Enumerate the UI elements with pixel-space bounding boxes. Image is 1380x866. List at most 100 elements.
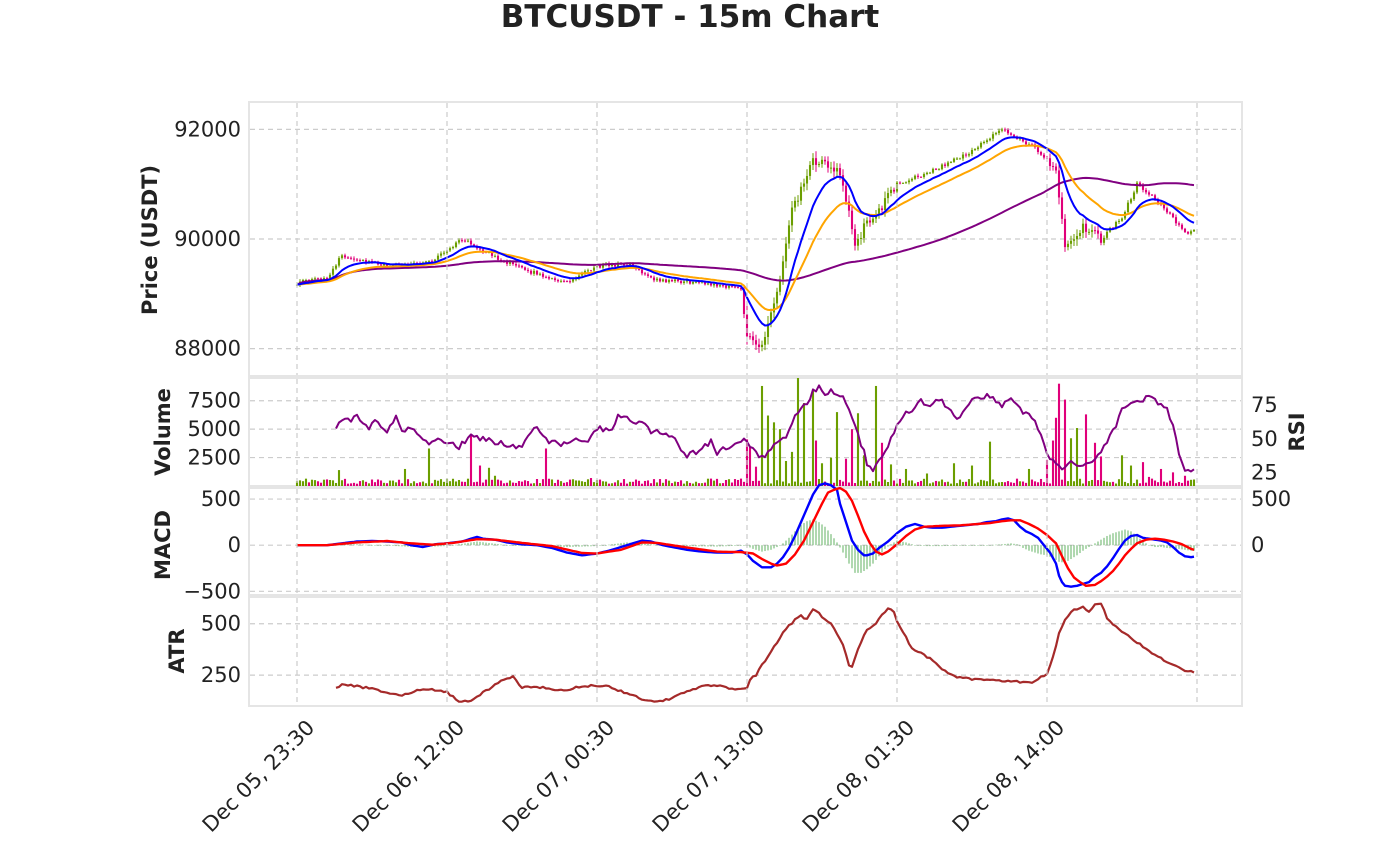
candle-body xyxy=(352,258,356,260)
macd-hist-bar xyxy=(1133,533,1135,546)
volume-panel-frame xyxy=(248,377,1243,487)
candle-body xyxy=(676,279,680,282)
volume-bar xyxy=(814,440,818,486)
macd-hist-bar xyxy=(770,545,772,550)
volume-bar xyxy=(295,481,299,486)
candle-body xyxy=(439,253,443,256)
macd-hist-bar xyxy=(686,545,688,547)
volume-bar xyxy=(1087,481,1091,486)
volume-bar xyxy=(331,480,335,486)
candle-body xyxy=(775,291,779,304)
macd-hist-bar xyxy=(599,545,601,546)
macd-hist-bar xyxy=(758,545,760,551)
macd-hist-bar xyxy=(854,545,856,573)
candle-body xyxy=(763,337,767,345)
volume-bar xyxy=(787,483,791,486)
candle-body xyxy=(556,280,560,282)
volume-bar xyxy=(868,483,872,486)
macd-hist-bar xyxy=(977,545,979,546)
macd-hist-bar xyxy=(593,545,595,547)
volume-bar xyxy=(1135,479,1139,486)
candle-body xyxy=(457,240,461,243)
volume-bar xyxy=(922,478,926,486)
candle-body xyxy=(1153,195,1157,200)
candle-body xyxy=(991,134,995,139)
volume-bar xyxy=(964,481,968,486)
candle-body xyxy=(1084,223,1088,232)
volume-bar xyxy=(1066,481,1070,486)
candle-body xyxy=(622,264,626,266)
volume-bar xyxy=(1084,414,1088,486)
volume-bar xyxy=(895,483,899,486)
candle-body xyxy=(1156,199,1160,204)
volume-bar xyxy=(1000,482,1004,486)
macd-right-tick-label: 0 xyxy=(1251,533,1264,557)
y-tick-label: −500 xyxy=(183,579,241,603)
volume-bar xyxy=(754,466,758,486)
macd-hist-bar xyxy=(962,545,964,546)
volume-bar xyxy=(1024,482,1028,486)
volume-bar xyxy=(727,479,731,486)
macd-hist-bar xyxy=(452,545,454,546)
price-y-tick-labels: 88000 90000 92000 xyxy=(174,117,241,360)
candle-body xyxy=(1069,240,1073,244)
macd-hist-bar xyxy=(683,545,685,546)
candle-body xyxy=(568,281,572,283)
candle-body xyxy=(1180,224,1184,229)
candle-body xyxy=(832,167,836,172)
candle-body xyxy=(505,261,509,264)
volume-bar xyxy=(748,447,752,486)
macd-hist-bar xyxy=(776,545,778,548)
macd-hist-bar xyxy=(920,545,922,546)
candle-body xyxy=(811,158,815,166)
macd-hist-bar xyxy=(881,545,883,553)
macd-hist-bar xyxy=(809,520,811,546)
volume-bar xyxy=(832,482,836,486)
volume-bar xyxy=(328,479,332,486)
volume-bar xyxy=(430,483,434,486)
macd-hist-bar xyxy=(899,541,901,546)
volume-bar xyxy=(988,441,992,486)
candle-body xyxy=(301,280,305,282)
x-tick-label-group: Dec 07, 13:00 xyxy=(648,715,770,837)
macd-panel: 500 0 −500 500 0 MACD xyxy=(151,482,1291,603)
macd-hist-bar xyxy=(923,545,925,546)
candle-body xyxy=(739,287,743,290)
macd-hist-bar xyxy=(764,545,766,552)
candle-body xyxy=(940,164,944,170)
volume-bar xyxy=(481,482,485,486)
volume-bar xyxy=(613,482,617,486)
macd-hist-bar xyxy=(731,545,733,546)
volume-bar xyxy=(1102,480,1106,486)
candle-body xyxy=(928,172,932,174)
volume-bar xyxy=(931,482,935,486)
candle-body xyxy=(643,273,647,275)
y-tick-label: 500 xyxy=(201,487,241,511)
candle-body xyxy=(691,281,695,284)
volume-rsi-panel: 2500 5000 7500 25 50 75 Volume RSI xyxy=(151,377,1309,487)
volume-bar xyxy=(586,479,590,486)
candle-body xyxy=(454,242,458,248)
volume-bar xyxy=(643,480,647,486)
volume-bar xyxy=(757,480,761,486)
macd-hist-bar xyxy=(476,541,478,546)
macd-hist-bar xyxy=(503,544,505,546)
candle-body xyxy=(571,279,575,282)
macd-hist-bar xyxy=(884,545,886,549)
volume-bar xyxy=(1162,481,1166,486)
volume-bar xyxy=(610,483,614,486)
macd-hist-bar xyxy=(950,545,952,546)
y-tick-label: 2500 xyxy=(188,446,241,470)
candle-body xyxy=(1171,213,1175,218)
volume-bar xyxy=(583,481,587,486)
macd-hist-bar xyxy=(968,545,970,546)
candle-body xyxy=(925,172,929,175)
candle-body xyxy=(985,140,989,142)
candle-body xyxy=(355,259,359,261)
candle-body xyxy=(601,264,605,268)
volume-bar xyxy=(940,479,944,486)
volume-bar xyxy=(1090,479,1094,486)
candle-body xyxy=(868,220,872,223)
macd-hist-bar xyxy=(1151,545,1153,547)
